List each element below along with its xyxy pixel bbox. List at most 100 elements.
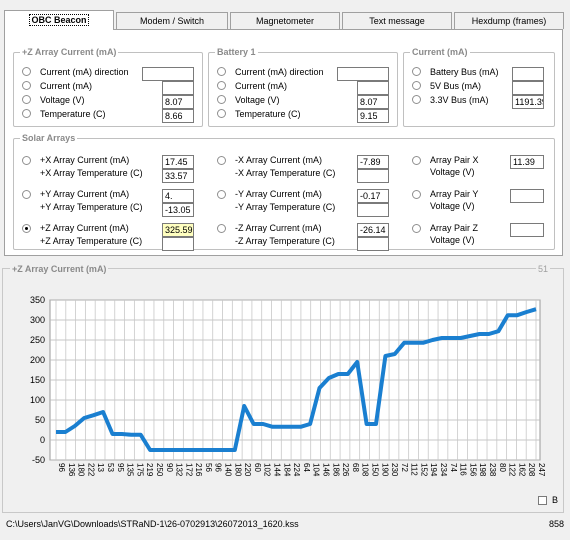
- radio-battery-temperature[interactable]: [217, 109, 226, 118]
- label-pair-y-voltage: Voltage (V): [430, 201, 475, 211]
- x-tick-label: 190: [380, 463, 389, 477]
- field-battery-bus[interactable]: [512, 67, 544, 81]
- label-battery-current: Current (mA): [235, 81, 288, 91]
- x-tick-label: 222: [86, 463, 95, 477]
- field-3v3-bus[interactable]: 1191.39: [512, 95, 544, 109]
- radio-px-current[interactable]: [22, 156, 31, 165]
- radio-mx-current[interactable]: [217, 156, 226, 165]
- chart-series: [56, 307, 537, 452]
- x-tick-label: 198: [478, 463, 487, 477]
- field-current[interactable]: [162, 81, 194, 95]
- x-tick-label: 122: [508, 463, 517, 477]
- radio-temperature[interactable]: [22, 109, 31, 118]
- current-group: Current (mA) Battery Bus (mA) 5V Bus (mA…: [403, 47, 555, 127]
- x-tick-label: 74: [449, 463, 458, 472]
- field-py-temperature[interactable]: -13.05: [162, 203, 194, 217]
- field-mz-temperature[interactable]: [357, 237, 389, 251]
- y-tick-label: -50: [32, 455, 45, 465]
- group-title: Battery 1: [215, 47, 258, 58]
- field-px-temperature[interactable]: 33.57: [162, 169, 194, 183]
- field-battery-temperature[interactable]: 9.15: [357, 109, 389, 123]
- x-tick-label: 156: [468, 463, 477, 477]
- radio-voltage[interactable]: [22, 95, 31, 104]
- x-tick-label: 162: [517, 463, 526, 477]
- label-current: Current (mA): [40, 81, 93, 91]
- radio-pz-current[interactable]: [22, 224, 31, 233]
- x-tick-label: 238: [488, 463, 497, 477]
- plus-z-array-group: +Z Array Current (mA) Current (mA) direc…: [13, 47, 203, 127]
- x-tick-label: 146: [321, 463, 330, 477]
- radio-battery-voltage[interactable]: [217, 95, 226, 104]
- label-pz-current: +Z Array Current (mA): [40, 223, 129, 233]
- x-tick-label: 96: [214, 463, 223, 472]
- radio-mz-current[interactable]: [217, 224, 226, 233]
- y-tick-label: 250: [30, 335, 45, 345]
- x-tick-label: 53: [106, 463, 115, 472]
- field-voltage[interactable]: 8.07: [162, 95, 194, 109]
- x-tick-label: 234: [439, 463, 448, 477]
- field-my-temperature[interactable]: [357, 203, 389, 217]
- field-battery-current-direction[interactable]: [337, 67, 389, 81]
- field-current-direction[interactable]: [142, 67, 194, 81]
- y-tick-label: 50: [35, 415, 45, 425]
- radio-pair-y[interactable]: [412, 190, 421, 199]
- label-temperature: Temperature (C): [40, 109, 106, 119]
- label-battery-voltage: Voltage (V): [235, 95, 280, 105]
- label-mz-temperature: -Z Array Temperature (C): [235, 236, 335, 246]
- x-tick-label: 250: [155, 463, 164, 477]
- radio-current-direction[interactable]: [22, 67, 31, 76]
- label-py-temperature: +Y Array Temperature (C): [40, 202, 143, 212]
- x-tick-label: 95: [116, 463, 125, 472]
- field-pz-current[interactable]: 325.59: [162, 223, 194, 237]
- radio-py-current[interactable]: [22, 190, 31, 199]
- x-tick-label: 90: [165, 463, 174, 472]
- label-pz-temperature: +Z Array Temperature (C): [40, 236, 143, 246]
- tab-label: OBC Beacon: [29, 14, 89, 26]
- label-mx-current: -X Array Current (mA): [235, 155, 323, 165]
- x-tick-label: 247: [537, 463, 546, 477]
- label-pair-z-voltage: Voltage (V): [430, 235, 475, 245]
- chart-count: 51: [536, 264, 551, 275]
- tab-text-message[interactable]: Text message: [342, 12, 452, 29]
- radio-3v3-bus[interactable]: [412, 95, 421, 104]
- field-px-current[interactable]: 17.45: [162, 155, 194, 169]
- x-tick-label: 184: [282, 463, 291, 477]
- radio-pair-z[interactable]: [412, 224, 421, 233]
- radio-my-current[interactable]: [217, 190, 226, 199]
- label-pair-z: Array Pair Z: [430, 223, 479, 233]
- tab-obc-beacon[interactable]: OBC Beacon: [4, 10, 114, 30]
- radio-battery-bus[interactable]: [412, 67, 421, 76]
- b-checkbox[interactable]: [538, 496, 547, 505]
- field-pair-y[interactable]: [510, 189, 544, 203]
- radio-battery-current-direction[interactable]: [217, 67, 226, 76]
- x-tick-label: 180: [77, 463, 86, 477]
- y-tick-label: 150: [30, 375, 45, 385]
- field-mx-current[interactable]: -7.89: [357, 155, 389, 169]
- field-5v-bus[interactable]: [512, 81, 544, 95]
- field-pair-z[interactable]: [510, 223, 544, 237]
- radio-current[interactable]: [22, 81, 31, 90]
- radio-5v-bus[interactable]: [412, 81, 421, 90]
- label-battery-temperature: Temperature (C): [235, 109, 301, 119]
- field-pz-temperature[interactable]: [162, 237, 194, 251]
- tab-magnetometer[interactable]: Magnetometer: [230, 12, 340, 29]
- tab-hexdump[interactable]: Hexdump (frames): [454, 12, 564, 29]
- field-battery-current[interactable]: [357, 81, 389, 95]
- group-title: +Z Array Current (mA): [20, 47, 119, 58]
- radio-pair-x[interactable]: [412, 156, 421, 165]
- field-py-current[interactable]: 4.: [162, 189, 194, 203]
- radio-battery-current[interactable]: [217, 81, 226, 90]
- field-mx-temperature[interactable]: [357, 169, 389, 183]
- tab-modem-switch[interactable]: Modem / Switch: [116, 12, 228, 29]
- chart-title: +Z Array Current (mA): [10, 264, 109, 275]
- field-temperature[interactable]: 8.66: [162, 109, 194, 123]
- group-title: Solar Arrays: [20, 133, 78, 144]
- field-battery-voltage[interactable]: 8.07: [357, 95, 389, 109]
- field-mz-current[interactable]: -26.14: [357, 223, 389, 237]
- field-my-current[interactable]: -0.17: [357, 189, 389, 203]
- label-my-current: -Y Array Current (mA): [235, 189, 322, 199]
- field-pair-x[interactable]: 11.39: [510, 155, 544, 169]
- x-tick-label: 102: [263, 463, 272, 477]
- x-tick-label: 56: [204, 463, 213, 472]
- x-tick-label: 172: [184, 463, 193, 477]
